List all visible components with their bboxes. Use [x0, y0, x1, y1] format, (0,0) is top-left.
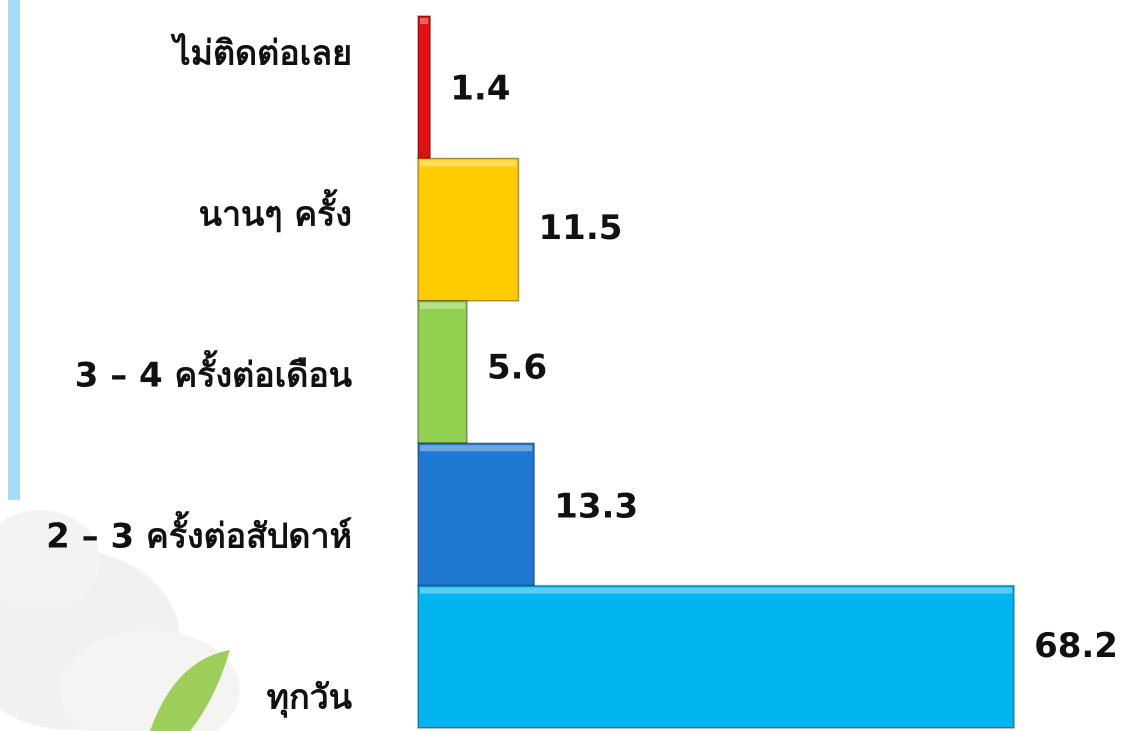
- bar: [417, 442, 535, 587]
- value-label: 68.2: [1034, 626, 1118, 666]
- bar-highlight: [420, 18, 429, 24]
- bar: [417, 15, 431, 160]
- value-label: 13.3: [554, 487, 638, 527]
- side-stripe: [8, 0, 20, 500]
- bar-highlight: [420, 302, 465, 309]
- category-label: ไม่ติดต่อเลย: [170, 33, 352, 74]
- bar-highlight: [420, 445, 533, 452]
- category-label: นานๆ ครั้ง: [199, 189, 352, 235]
- bar: [417, 584, 1015, 729]
- value-label: 5.6: [487, 347, 547, 387]
- bar: [417, 300, 468, 444]
- decoration: [0, 510, 240, 731]
- bar-highlight: [420, 160, 517, 167]
- category-label: ทุกวัน: [267, 678, 352, 719]
- category-label: 3 – 4 ครั้งต่อเดือน: [75, 350, 352, 396]
- category-label: 2 – 3 ครั้งต่อสัปดาห์: [46, 511, 352, 557]
- bar-highlight: [420, 587, 1013, 594]
- bar: [417, 157, 520, 302]
- value-label: 11.5: [539, 208, 623, 248]
- value-label: 1.4: [450, 69, 510, 109]
